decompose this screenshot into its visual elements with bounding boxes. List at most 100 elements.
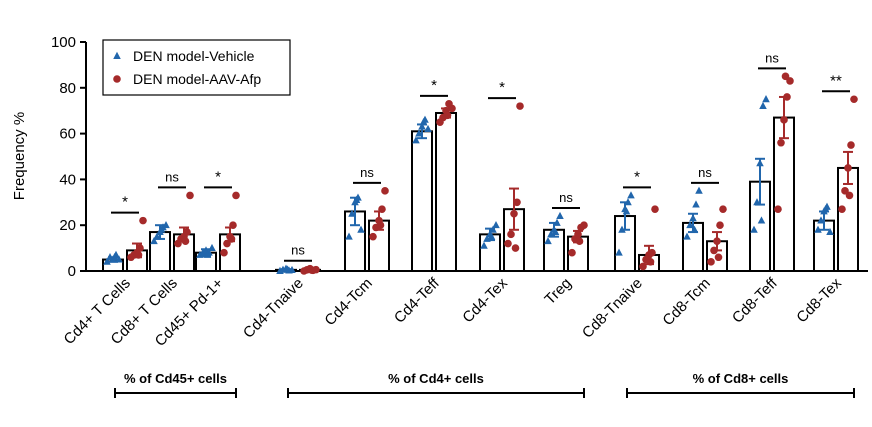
significance-label: ns bbox=[698, 165, 712, 180]
data-point bbox=[110, 253, 119, 261]
legend-marker-triangle bbox=[113, 51, 121, 59]
data-point bbox=[419, 117, 428, 126]
data-point bbox=[615, 248, 623, 256]
significance-label: * bbox=[431, 77, 437, 94]
data-point bbox=[714, 253, 723, 262]
data-point bbox=[756, 159, 764, 167]
x-tick-label: Cd4-Tnaive bbox=[240, 275, 307, 342]
data-point bbox=[544, 237, 552, 245]
legend: DEN model-Vehicle DEN model-AAV-Afp bbox=[102, 39, 291, 96]
data-point bbox=[719, 205, 727, 213]
x-tick-label: Cd8-Tcm bbox=[659, 275, 713, 329]
data-point bbox=[648, 248, 656, 257]
significance-label: ns bbox=[291, 243, 305, 258]
data-point bbox=[229, 221, 237, 229]
x-tick-label: Cd4-Teff bbox=[391, 274, 444, 327]
data-point bbox=[759, 101, 767, 110]
data-point bbox=[762, 95, 770, 103]
data-point bbox=[489, 225, 497, 233]
data-point bbox=[781, 72, 790, 81]
group-brackets: % of Cd45+ cells % of Cd4+ cells % of Cd8+… bbox=[114, 371, 855, 398]
data-point bbox=[513, 198, 521, 207]
x-tick-label: Cd4-Tcm bbox=[321, 275, 375, 329]
legend-box bbox=[102, 39, 291, 96]
data-point bbox=[424, 124, 432, 132]
y-tick-label: 0 bbox=[68, 263, 76, 280]
data-point bbox=[369, 232, 377, 241]
y-tick-label: 80 bbox=[59, 80, 76, 97]
data-point bbox=[838, 205, 846, 213]
data-point bbox=[103, 257, 111, 265]
data-point bbox=[415, 129, 423, 137]
data-point bbox=[695, 186, 703, 194]
data-point bbox=[153, 232, 161, 240]
data-point bbox=[683, 232, 691, 240]
data-point bbox=[690, 225, 699, 233]
data-point bbox=[553, 218, 561, 226]
data-point bbox=[826, 227, 834, 236]
significance-label: * bbox=[634, 168, 640, 185]
data-point bbox=[487, 232, 496, 240]
data-point bbox=[713, 237, 721, 246]
data-point bbox=[777, 138, 785, 147]
data-point bbox=[208, 243, 216, 252]
data-point bbox=[845, 191, 854, 200]
data-point bbox=[220, 248, 228, 257]
data-point bbox=[492, 221, 500, 229]
data-point bbox=[750, 225, 758, 233]
data-point bbox=[418, 122, 426, 130]
data-point bbox=[448, 104, 456, 113]
bar bbox=[411, 130, 433, 272]
data-point bbox=[847, 141, 855, 149]
data-point bbox=[627, 191, 635, 199]
significance-label: ns bbox=[165, 169, 179, 184]
data-point bbox=[348, 209, 356, 217]
data-point bbox=[783, 93, 791, 101]
data-point bbox=[692, 200, 700, 208]
y-tick-label: 100 bbox=[51, 34, 76, 51]
legend-marker-circle bbox=[113, 75, 121, 83]
data-point bbox=[618, 225, 626, 233]
data-point bbox=[686, 221, 694, 229]
y-axis-label: Frequency % bbox=[11, 112, 28, 200]
data-point bbox=[639, 262, 647, 271]
data-point bbox=[157, 225, 166, 233]
data-point bbox=[716, 221, 724, 229]
data-point bbox=[507, 230, 515, 239]
data-point bbox=[651, 205, 659, 213]
y-tick-label: 60 bbox=[59, 126, 76, 143]
data-point bbox=[574, 230, 582, 239]
data-point bbox=[774, 205, 782, 213]
data-point bbox=[710, 246, 718, 255]
data-point bbox=[510, 209, 518, 218]
data-point bbox=[115, 255, 123, 263]
legend-label: DEN model-Vehicle bbox=[133, 48, 255, 64]
data-point bbox=[757, 216, 766, 224]
data-point bbox=[480, 241, 488, 249]
data-point bbox=[580, 221, 588, 229]
data-point bbox=[780, 116, 788, 124]
data-point bbox=[817, 216, 825, 224]
data-point bbox=[376, 221, 385, 229]
data-point bbox=[575, 237, 584, 246]
data-point bbox=[139, 216, 147, 225]
significance-label: ns bbox=[360, 165, 374, 180]
significance-label: * bbox=[499, 79, 505, 96]
data-point bbox=[162, 221, 170, 229]
data-point bbox=[134, 251, 143, 259]
x-tick-label: Cd8-Tex bbox=[793, 274, 845, 326]
data-point bbox=[622, 207, 631, 215]
data-point bbox=[821, 204, 830, 213]
data-point bbox=[511, 244, 520, 252]
data-point bbox=[504, 239, 512, 248]
data-point bbox=[844, 164, 852, 172]
group-label: % of Cd8+ cells bbox=[693, 371, 789, 386]
data-point bbox=[689, 214, 697, 222]
x-tick-label: Treg bbox=[541, 275, 574, 308]
data-point bbox=[443, 111, 452, 120]
data-point bbox=[850, 95, 858, 104]
data-point bbox=[227, 235, 236, 243]
data-point bbox=[646, 258, 655, 266]
